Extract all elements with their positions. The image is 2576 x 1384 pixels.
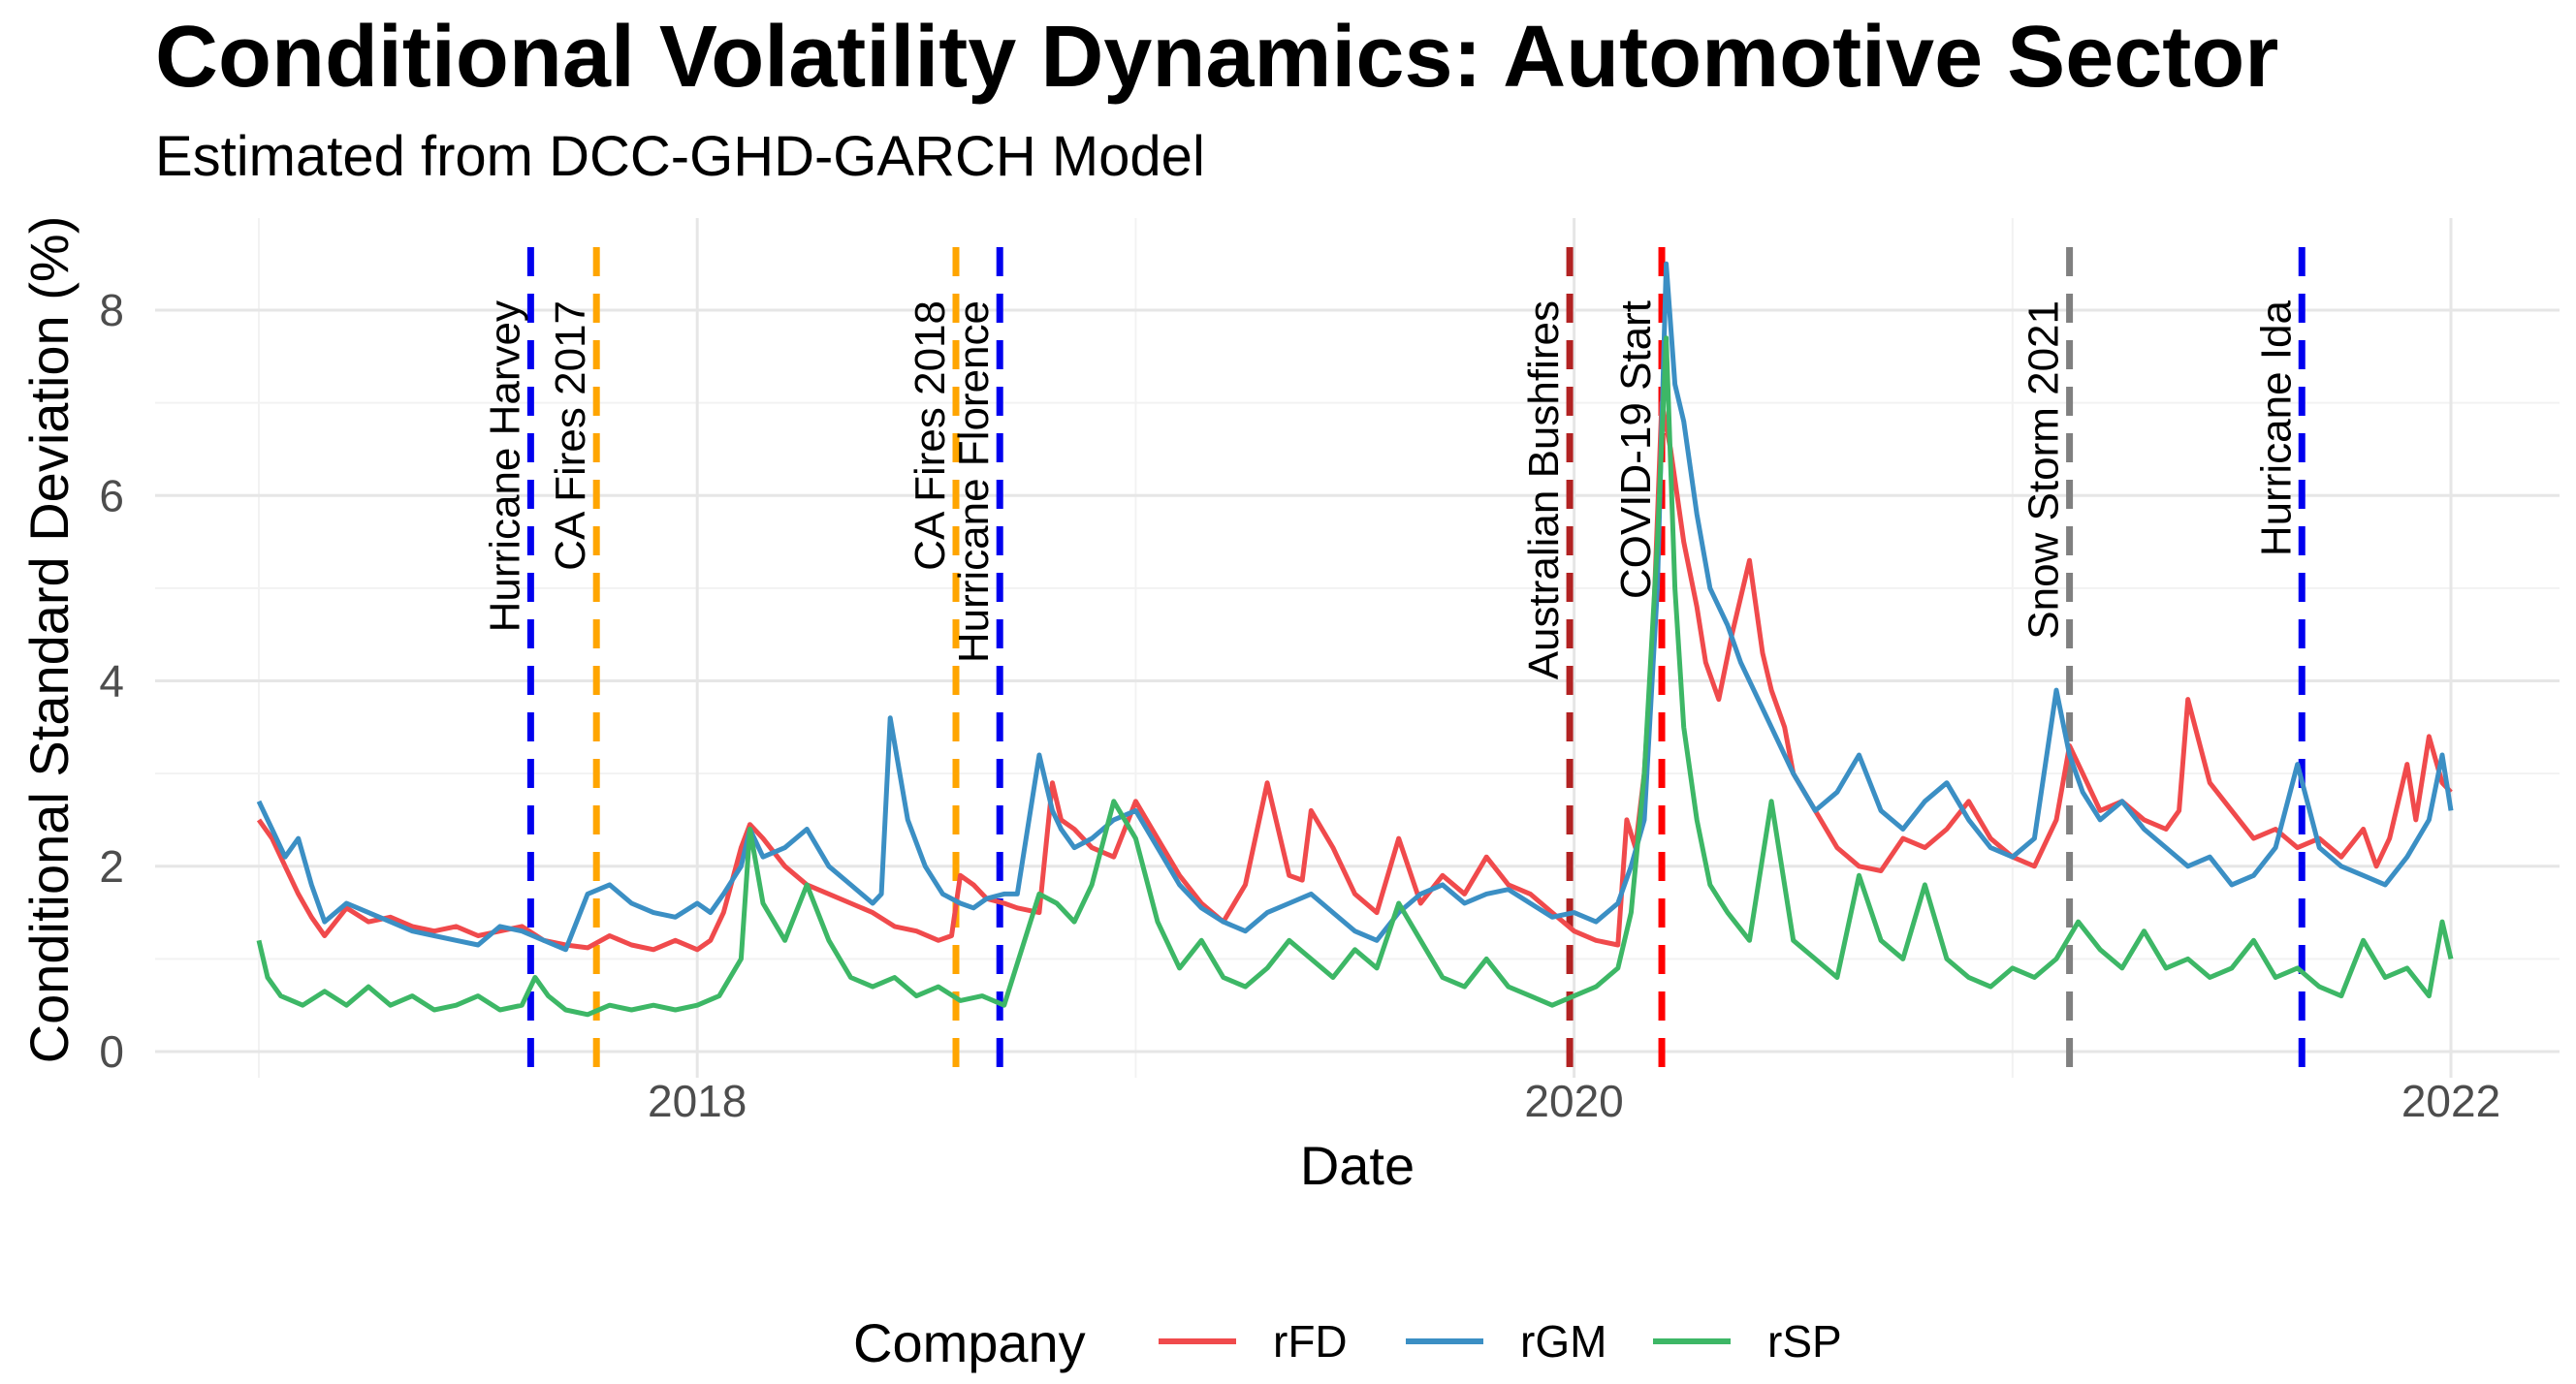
chart-title: Conditional Volatility Dynamics: Automot… [155,9,2279,106]
legend: Company rFD rGM rSP [853,1312,1842,1373]
legend-label-rGM: rGM [1520,1316,1606,1367]
legend-label-rSP: rSP [1767,1316,1842,1367]
y-tick-label: 2 [99,841,124,892]
y-axis-ticks: 0 2 4 6 8 [99,285,124,1077]
grid-lines [155,218,2560,1078]
event-label: CA Fires 2018 [906,300,954,571]
legend-label-rFD: rFD [1273,1316,1348,1367]
event-label: Snow Storm 2021 [2020,300,2068,640]
x-tick-label: 2020 [1524,1076,1623,1126]
y-tick-label: 0 [99,1026,124,1077]
series-lines [256,261,2454,1018]
y-tick-label: 6 [99,470,124,520]
event-label: CA Fires 2017 [547,300,594,571]
legend-title: Company [853,1312,1086,1373]
event-label: COVID-19 Start [1612,300,1660,599]
x-axis-title: Date [1300,1135,1415,1196]
event-label: Hurricane Ida [2252,299,2300,556]
event-markers: Hurricane Harvey CA Fires 2017 CA Fires 20… [481,247,2306,1078]
y-axis-title: Conditional Standard Deviation (%) [18,216,80,1064]
chart-subtitle: Estimated from DCC-GHD-GARCH Model [155,125,1205,188]
series-line-rFD [256,400,2453,953]
y-tick-label: 8 [99,285,124,335]
x-axis-ticks: 2018 2020 2022 [648,1076,2500,1126]
event-label: Hurricane Harvey [481,300,528,632]
x-tick-label: 2022 [2401,1076,2500,1126]
event-label: Hurricane Florence [950,300,998,663]
y-tick-label: 4 [99,656,124,707]
x-tick-label: 2018 [648,1076,747,1126]
series-line-rSP [256,335,2454,1018]
series-line-rGM [256,261,2454,953]
event-label: Australian Bushfires [1520,300,1568,679]
